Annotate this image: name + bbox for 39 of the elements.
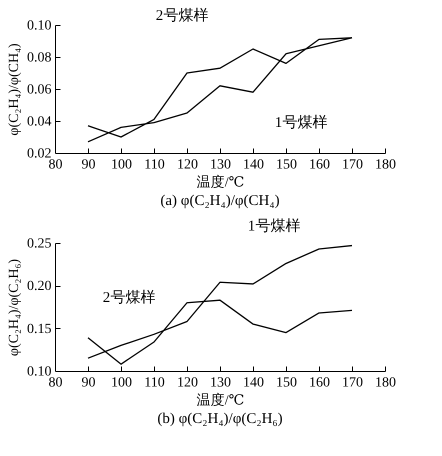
x-tick-label: 100 [111, 158, 132, 172]
x-tick-label: 130 [210, 376, 231, 390]
x-tick-label: 140 [243, 158, 264, 172]
x-axis-title: 温度/℃ [196, 174, 244, 190]
y-tick-label: 0.06 [27, 82, 52, 98]
x-axis-title: 温度/℃ [196, 392, 244, 408]
text: (a) φ(C₂H₄)/φ(CH₄) [160, 193, 280, 209]
y-tick-label: 0.04 [27, 114, 52, 130]
x-tick-label: 180 [375, 376, 396, 390]
x-tick-label: 90 [82, 376, 96, 390]
x-tick-label: 150 [276, 158, 297, 172]
x-tick-label: 90 [82, 158, 96, 172]
x-tick-label: 110 [144, 376, 165, 390]
text: (b) φ(C₂H₄)/φ(C₂H₆) [157, 411, 283, 427]
x-tick-label: 160 [309, 376, 330, 390]
text: 2号煤样 [156, 7, 208, 24]
text: 1号煤样 [274, 114, 328, 132]
y-axis-title: φ(C₂H₄)/φ(C₂H₆) [7, 258, 22, 356]
y-axis-title: φ(C₂H₄)/φ(CH₄) [7, 43, 22, 136]
series-label: 2号煤样 [102, 288, 156, 306]
x-tick-label: 120 [177, 158, 198, 172]
x-tick-label: 120 [177, 376, 198, 390]
x-tick-label: 170 [342, 376, 363, 390]
x-tick-label: 130 [210, 158, 231, 172]
y-tick-label: 0.25 [27, 236, 52, 252]
x-tick-label: 80 [48, 158, 62, 172]
x-tick-label: 140 [243, 376, 264, 390]
y-tick-label: 0.15 [27, 322, 52, 337]
y-tick-label: 0.08 [27, 50, 52, 66]
x-tick-label: 100 [111, 376, 132, 390]
x-tick-label: 160 [309, 158, 330, 172]
x-tick-label: 150 [276, 376, 297, 390]
x-tick-label: 110 [144, 158, 165, 172]
series-label: 1号煤样 [248, 217, 300, 234]
x-tick-label: 80 [48, 376, 62, 390]
y-tick-label: 0.10 [27, 18, 52, 34]
x-tick-label: 170 [342, 158, 363, 172]
y-tick-label: 0.20 [27, 279, 52, 294]
x-tick-label: 180 [375, 158, 396, 172]
